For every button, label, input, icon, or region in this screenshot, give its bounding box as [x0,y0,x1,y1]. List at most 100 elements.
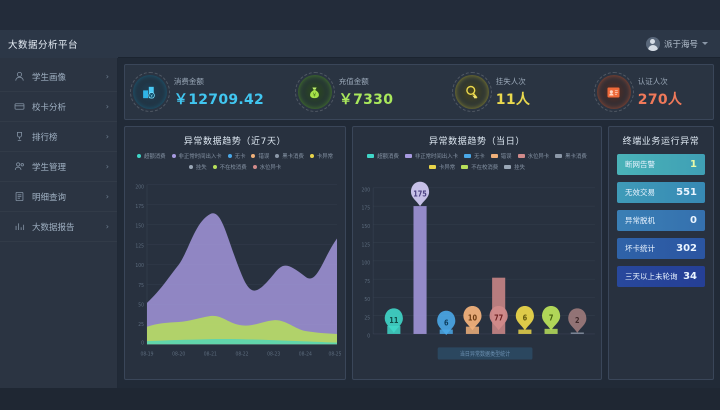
list-item[interactable]: 异常脱机 0 [617,210,705,231]
sidebar-item-student-management[interactable]: 学生管理 › [0,152,117,182]
legend-item[interactable]: 无卡 [463,152,485,160]
legend-label: 超额消费 [377,154,399,160]
row-value: 0 [690,215,697,226]
svg-text:0: 0 [367,333,370,340]
list-item[interactable]: 断网告警 1 [617,154,705,175]
legend-item[interactable]: 水位异卡 [517,152,549,160]
chevron-right-icon: › [105,102,109,111]
svg-text:150: 150 [361,224,370,231]
pin-marker: 2 [568,308,587,333]
bar-chart[interactable]: 200 175 150 125 100 75 50 25 0 [353,172,601,379]
legend-item[interactable]: 卡异常 [429,163,455,171]
svg-text:175: 175 [413,189,427,199]
legend-item[interactable]: 不在校消费 [461,163,498,171]
bar [465,326,480,334]
kpi-card-auth[interactable]: 认证人次 270人 [566,72,713,112]
svg-text:2: 2 [575,315,580,325]
pin-marker: 175 [410,181,430,207]
legend-item[interactable]: 非正常时间出入卡 [171,152,222,160]
list-item[interactable]: 坏卡统计 302 [617,238,705,259]
pin-marker: 10 [463,305,482,331]
series-area-purple [147,213,337,345]
legend-item[interactable]: 无卡 [227,152,246,160]
sidebar-label: 排行榜 [32,132,58,143]
row-label: 无效交易 [625,188,655,197]
svg-text:200: 200 [135,184,144,191]
svg-text:100: 100 [135,263,144,270]
legend-label: 无卡 [234,154,246,160]
pin-marker: 7 [542,305,561,331]
user-avatar-icon [645,36,660,51]
svg-text:75: 75 [138,282,144,289]
legend-item[interactable]: 不在校消费 [212,163,247,171]
kpi-text: 消费金额 ￥12709.42 [174,76,264,109]
kpi-card-recharge[interactable]: ￥ 充值金额 ￥7330 [272,72,419,112]
svg-text:175: 175 [361,205,370,212]
legend-item[interactable]: 水位异卡 [252,163,281,171]
kpi-text: 充值金额 ￥7330 [339,76,393,109]
row-label: 断网告警 [625,160,655,169]
legend-item[interactable]: 黑卡消费 [555,152,587,160]
grid [373,187,595,316]
list-item[interactable]: 无效交易 551 [617,182,705,203]
report-icon [14,221,25,232]
sidebar-item-ranking[interactable]: 排行榜 › [0,122,117,152]
kpi-value: 11人 [495,91,531,108]
legend-item[interactable]: 卡异常 [309,152,334,160]
svg-text:￥: ￥ [150,93,154,97]
consumption-icon: ￥ [143,86,156,99]
legend-item[interactable]: 错误 [251,152,269,160]
pin-marker: 77 [489,305,508,331]
user-menu[interactable]: 派于海号 [645,36,720,51]
series-area-teal [147,338,337,345]
kpi-label: 消费金额 [173,76,204,86]
user-name: 派于海号 [663,39,698,50]
kpi-text: 挂失人次 11人 [496,76,530,109]
kpi-card-lost-card[interactable]: 挂失人次 11人 [419,72,566,112]
sidebar-item-bigdata-report[interactable]: 大数据报告 › [0,212,117,242]
sidebar-label: 校卡分析 [32,102,67,113]
legend-item[interactable]: 超额消费 [367,152,399,160]
kpi-label: 认证人次 [637,76,668,86]
legend-item[interactable]: 黑卡消费 [275,152,304,160]
list-item[interactable]: 三天以上未轮询 34 [617,266,705,287]
legend-label: 卡异常 [316,154,334,160]
svg-text:75: 75 [364,278,370,285]
pin-marker: 11 [384,308,403,333]
chevron-right-icon: › [105,162,109,171]
chevron-right-icon: › [105,222,109,231]
legend-item[interactable]: 超额消费 [136,152,166,160]
kpi-strip: ￥ 消费金额 ￥12709.42 ￥ 充值金额 [124,64,714,120]
kpi-card-consumption[interactable]: ￥ 消费金额 ￥12709.42 [125,72,272,112]
card-analysis-icon [14,101,25,112]
kpi-label: 挂失人次 [495,76,526,86]
students-icon [14,161,25,172]
kpi-text: 认证人次 270人 [638,76,682,109]
top-bar: 大数据分析平台 派于海号 [0,29,720,58]
x-axis-ticks: 08-19 08-20 08-21 08-22 08-23 08-24 08-2… [140,351,341,358]
kpi-value: 270人 [637,91,683,108]
panel-b-title: 异常数据趋势（当日） [428,136,525,147]
legend-item[interactable]: 错误 [490,152,512,160]
area-chart[interactable]: 200 175 150 125 100 75 50 25 0 [125,172,345,379]
sidebar-item-card-analysis[interactable]: 校卡分析 › [0,92,117,122]
legend-item[interactable]: 非正常时间出入卡 [404,152,458,160]
legend-label: 非正常时间出入卡 [414,154,458,160]
panels-row: 异常数据趋势（近7天） 超额消费 非正常时间出入卡 无卡 错误 黑卡消费 卡异常… [124,126,714,380]
svg-text:6: 6 [523,313,528,323]
chevron-down-icon [702,42,708,45]
bar [570,332,584,334]
document-icon [14,191,25,202]
kpi-value: ￥7330 [338,91,394,108]
legend-item[interactable]: 挂失 [188,163,207,171]
sidebar-item-student-portrait[interactable]: 学生画像 › [0,62,117,92]
legend-label: 错误 [500,154,512,160]
legend-label: 挂失 [514,165,525,171]
x-axis-title: 当日异常数据类型统计 [460,349,511,358]
sidebar-item-detail-query[interactable]: 明细查询 › [0,182,117,212]
row-value: 302 [676,243,697,254]
pin-marker: 6 [515,305,534,331]
legend-item[interactable]: 挂失 [504,163,525,171]
svg-text:175: 175 [135,204,144,211]
